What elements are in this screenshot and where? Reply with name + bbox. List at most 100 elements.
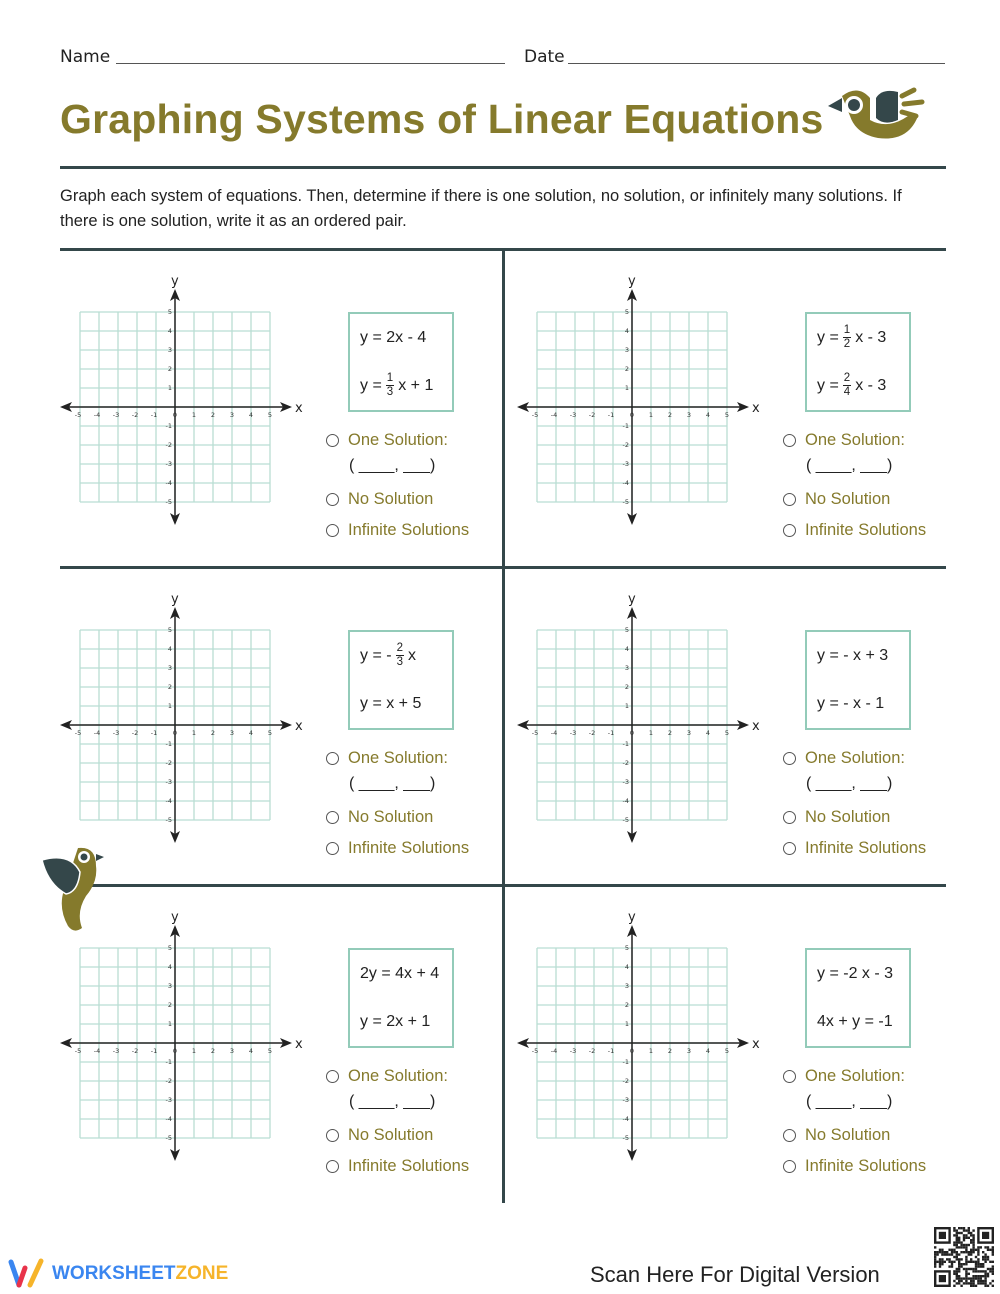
option-infinite-solutions[interactable]: Infinite Solutions [783,521,926,540]
radio-button[interactable] [783,842,796,855]
x-tick-label: 1 [192,729,196,737]
option-one-solution[interactable]: One Solution: [783,1067,905,1086]
option-label: Infinite Solutions [348,839,470,857]
equation-box: y = -2 x - 3 4x + y = -1 [805,948,911,1048]
y-tick-label: 5 [625,308,629,316]
radio-button[interactable] [326,434,339,447]
radio-button[interactable] [326,811,339,824]
x-tick-label: -3 [570,729,576,737]
radio-button[interactable] [783,1070,796,1083]
option-no-solution[interactable]: No Solution [783,808,890,827]
option-no-solution[interactable]: No Solution [783,1126,890,1145]
option-infinite-solutions[interactable]: Infinite Solutions [326,521,469,540]
x-tick-label: 4 [249,729,253,737]
equation-lhs: y = [817,376,839,394]
option-one-solution[interactable]: One Solution: [326,749,448,768]
y-axis-arrow-down [627,513,637,525]
x-tick-label: -4 [551,1047,557,1055]
radio-button[interactable] [783,811,796,824]
equation-lhs: 4x + y = -1 [817,1013,893,1030]
x-tick-label: -4 [551,411,557,419]
x-tick-label: -2 [132,729,138,737]
y-tick-label: 2 [625,683,629,691]
option-infinite-solutions[interactable]: Infinite Solutions [326,839,469,858]
y-axis-arrow-up [170,289,180,301]
radio-button[interactable] [326,493,339,506]
ordered-pair-blank[interactable]: ( ____, ___) [349,775,436,792]
x-tick-label: -1 [151,1047,157,1055]
y-tick-label: -2 [166,759,172,767]
radio-button[interactable] [326,842,339,855]
equation-box: y = - x + 3 y = - x - 1 [805,630,911,730]
option-no-solution[interactable]: No Solution [326,490,433,509]
radio-button[interactable] [326,1070,339,1083]
date-field[interactable] [568,63,945,64]
y-tick-label: 1 [625,384,629,392]
x-tick-label: 3 [230,1047,234,1055]
y-tick-label: -3 [166,460,172,468]
x-tick-label: -2 [589,411,595,419]
radio-button[interactable] [783,434,796,447]
radio-button[interactable] [326,1160,339,1173]
radio-button[interactable] [326,752,339,765]
radio-button[interactable] [783,524,796,537]
ordered-pair-blank[interactable]: ( ____, ___) [806,775,893,792]
ordered-pair-blank[interactable]: ( ____, ___) [806,457,893,474]
numerator: 1 [842,324,852,338]
y-axis-arrow-down [170,831,180,843]
y-tick-label: 2 [625,365,629,373]
y-axis-label: y [171,592,179,607]
x-tick-label: 5 [725,729,729,737]
radio-button[interactable] [783,752,796,765]
x-axis-arrow-right [737,720,749,730]
radio-button[interactable] [326,1129,339,1142]
radio-button[interactable] [783,493,796,506]
ordered-pair-blank[interactable]: ( ____, ___) [349,457,436,474]
x-tick-label: 0 [173,1047,177,1055]
option-infinite-solutions[interactable]: Infinite Solutions [783,1157,926,1176]
option-one-solution[interactable]: One Solution: [783,431,905,450]
equation-1: y = -2 x - 3 [817,965,893,983]
x-axis-arrow-left [60,1038,72,1048]
option-infinite-solutions[interactable]: Infinite Solutions [326,1157,469,1176]
option-label: No Solution [348,490,434,508]
y-tick-label: -2 [166,1077,172,1085]
option-one-solution[interactable]: One Solution: [326,431,448,450]
option-no-solution[interactable]: No Solution [326,1126,433,1145]
x-tick-label: -1 [608,1047,614,1055]
qr-code-icon[interactable] [934,1227,994,1287]
option-label: Infinite Solutions [805,839,927,857]
x-tick-label: 2 [668,1047,672,1055]
x-tick-label: -4 [94,1047,100,1055]
radio-button[interactable] [783,1160,796,1173]
option-no-solution[interactable]: No Solution [326,808,433,827]
ordered-pair-blank[interactable]: ( ____, ___) [349,1093,436,1110]
y-tick-label: 1 [168,1020,172,1028]
option-infinite-solutions[interactable]: Infinite Solutions [783,839,926,858]
x-tick-label: -5 [75,729,81,737]
option-one-solution[interactable]: One Solution: [326,1067,448,1086]
option-label: No Solution [348,808,434,826]
numerator: 2 [842,372,852,386]
equation-rest: x - 3 [855,376,887,394]
y-tick-label: 4 [168,645,172,653]
ordered-pair-blank[interactable]: ( ____, ___) [806,1093,893,1110]
equation-2: y = 2x + 1 [360,1013,430,1031]
y-axis-arrow-up [627,925,637,937]
radio-button[interactable] [326,524,339,537]
equation-lhs: y = x + 5 [360,695,422,712]
name-field[interactable] [116,63,505,64]
option-one-solution[interactable]: One Solution: [783,749,905,768]
option-no-solution[interactable]: No Solution [783,490,890,509]
y-axis-label: y [171,910,179,925]
y-tick-label: 5 [625,626,629,634]
radio-button[interactable] [783,1129,796,1142]
option-label: One Solution: [805,749,905,767]
